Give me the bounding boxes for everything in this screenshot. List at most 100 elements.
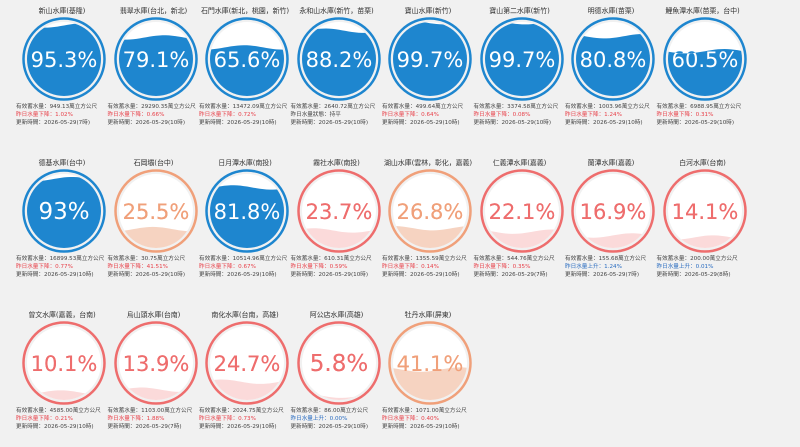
level-gauge: 10.1%10.1% <box>22 321 106 405</box>
gauge-ring <box>662 169 747 253</box>
svg-text:79.1%: 79.1% <box>122 48 189 72</box>
water-fill <box>667 235 742 248</box>
storage-value: 6988.95萬立方公尺 <box>690 104 742 110</box>
level-gauge: 22.1%22.1% <box>479 169 564 253</box>
change-line: 昨日水量下降：0.21% <box>16 416 73 423</box>
storage-line: 有效蓄水量：13472.09萬立方公尺 <box>199 104 288 110</box>
updated-line: 更新時間：2026-05-29(10時) <box>199 272 277 279</box>
updated-line: 更新時間：2026-05-29(10時) <box>107 120 186 127</box>
reservoir-name: 寶山第二水庫(新竹) <box>489 7 550 15</box>
change-line: 昨日水量下降：1.24% <box>565 112 622 119</box>
updated-value: 2026-05-29(10時) <box>592 120 643 127</box>
change-line: 昨日水量下降：0.35% <box>473 264 531 271</box>
svg-text:88.2%: 88.2% <box>305 48 372 72</box>
updated-line: 更新時間：2026-05-29(7時) <box>565 272 640 279</box>
reservoir-info: 有效蓄水量：13472.09萬立方公尺 昨日水量下降：0.72% 更新時間：2026… <box>199 103 291 128</box>
water-fill <box>118 35 193 96</box>
reservoir-info: 有效蓄水量：949.13萬立方公尺 昨日水量下降：1.02% 更新時間：2026-0… <box>16 103 108 128</box>
percent-label: 23.7% <box>305 200 372 224</box>
reservoir-name: 翡翠水庫(台北，新北) <box>119 7 188 15</box>
percent-label: 10.1% <box>31 352 98 376</box>
gauge-ring <box>22 321 106 405</box>
svg-text:80.8%: 80.8% <box>580 48 647 72</box>
gauge-ring <box>571 17 655 101</box>
water-fill <box>393 367 467 400</box>
svg-text:93%: 93% <box>38 199 89 225</box>
level-gauge: 24.7%24.7% <box>205 321 289 405</box>
reservoir-name: 霧社水庫(南投) <box>313 159 360 167</box>
percent-label: 13.9% <box>122 352 189 376</box>
water-fill <box>210 185 284 248</box>
gauge-ring <box>205 321 289 405</box>
water-fill <box>301 28 376 96</box>
reservoir-name: 烏山頭水庫(台南) <box>126 311 181 319</box>
level-gauge: 14.1%14.1% <box>662 169 747 253</box>
reservoir-info: 有效蓄水量：16899.53萬立方公尺 昨日水量下降：0.77% 更新時間：2026… <box>16 255 108 280</box>
storage-line: 有效蓄水量：544.76萬立方公尺 <box>473 256 555 262</box>
svg-text:23.7%: 23.7% <box>305 200 372 224</box>
updated-line: 更新時間：2026-05-29(10時) <box>382 120 460 127</box>
updated-value: 2026-05-29(10時) <box>318 424 369 431</box>
water-fill <box>393 22 467 96</box>
updated-line: 更新時間：2026-05-29(10時) <box>473 120 552 127</box>
updated-line: 更新時間：2026-05-29(10時) <box>199 120 277 127</box>
updated-value: 2026-05-29(10時) <box>501 120 552 127</box>
percent-label: 5.8% <box>309 351 367 377</box>
change-line: 昨日水量下降：0.08% <box>473 112 531 119</box>
storage-line: 有效蓄水量：499.64萬立方公尺 <box>382 104 464 110</box>
storage-line: 有效蓄水量：200.00萬立方公尺 <box>656 256 738 262</box>
gauge-ring <box>22 169 106 253</box>
change-line: 昨日水量上升：0.01% <box>656 264 714 271</box>
gauge-ring <box>296 169 381 253</box>
updated-line: 更新時間：2026-05-29(10時) <box>656 120 735 127</box>
reservoir-name: 湖山水庫(雲林，彰化，嘉義) <box>383 159 473 167</box>
level-gauge: 26.8%26.8% <box>388 169 472 253</box>
level-gauge: 13.9%13.9% <box>113 321 198 405</box>
storage-value: 1355.59萬立方公尺 <box>415 256 467 262</box>
reservoir-info: 有效蓄水量：544.76萬立方公尺 昨日水量下降：0.35% 更新時間：2026-0… <box>474 255 566 280</box>
reservoir-info: 有效蓄水量：1103.00萬立方公尺 昨日水量下降：1.88% 更新時間：2026-… <box>108 407 200 432</box>
level-gauge: 41.1%41.1% <box>388 321 472 405</box>
reservoir-info: 有效蓄水量：1003.96萬立方公尺 昨日水量下降：1.24% 更新時間：2026-… <box>565 103 657 128</box>
gauge-ring <box>388 17 472 101</box>
storage-value: 949.13萬立方公尺 <box>49 104 98 110</box>
updated-line: 更新時間：2026-05-29(8時) <box>656 272 731 279</box>
level-gauge: 81.8%81.8% <box>205 169 289 253</box>
storage-line: 有效蓄水量：6988.95萬立方公尺 <box>656 104 742 110</box>
svg-text:81.8%: 81.8% <box>214 200 281 224</box>
svg-text:99.7%: 99.7% <box>488 48 555 72</box>
water-fill <box>210 45 284 96</box>
reservoir-info: 有效蓄水量：6988.95萬立方公尺 昨日水量下降：0.31% 更新時間：2026-… <box>657 103 749 128</box>
water-fill <box>118 387 193 400</box>
updated-value: 2026-05-29(10時) <box>226 424 277 431</box>
svg-text:60.5%: 60.5% <box>671 48 738 72</box>
updated-value: 2026-05-29(10時) <box>318 120 369 127</box>
gauge-ring <box>296 17 381 101</box>
percent-label: 25.5% <box>122 200 189 224</box>
storage-value: 16899.53萬立方公尺 <box>49 256 105 262</box>
level-gauge: 99.7%99.7% <box>479 17 564 101</box>
reservoir-name: 寶山水庫(新竹) <box>404 7 452 15</box>
svg-text:25.5%: 25.5% <box>122 200 189 224</box>
gauge-ring <box>113 321 198 405</box>
change-line: 昨日水量下降：1.02% <box>16 112 73 119</box>
storage-value: 544.76萬立方公尺 <box>507 256 555 262</box>
storage-value: 1003.96萬立方公尺 <box>598 104 650 110</box>
svg-text:10.1%: 10.1% <box>31 352 98 376</box>
percent-label: 16.9% <box>580 200 647 224</box>
reservoir-name: 日月潭水庫(南投) <box>218 159 272 167</box>
percent-label: 14.1% <box>671 200 738 224</box>
storage-line: 有效蓄水量：10514.96萬立方公尺 <box>199 256 288 262</box>
storage-line: 有效蓄水量：1103.00萬立方公尺 <box>107 408 193 414</box>
level-gauge: 99.7%99.7% <box>388 17 472 101</box>
water-fill <box>576 34 650 96</box>
svg-text:65.6%: 65.6% <box>214 48 281 72</box>
updated-value: 2026-05-29(10時) <box>135 272 186 279</box>
updated-value: 2026-05-29(10時) <box>684 120 735 127</box>
gauge-ring <box>205 17 289 101</box>
updated-value: 2026-05-29(10時) <box>409 272 460 279</box>
level-gauge: 60.5%60.5% <box>662 17 747 101</box>
level-gauge: 88.2%88.2% <box>296 17 381 101</box>
updated-line: 更新時間：2026-05-29(10時) <box>290 272 369 279</box>
level-gauge: 80.8%80.8% <box>571 17 655 101</box>
